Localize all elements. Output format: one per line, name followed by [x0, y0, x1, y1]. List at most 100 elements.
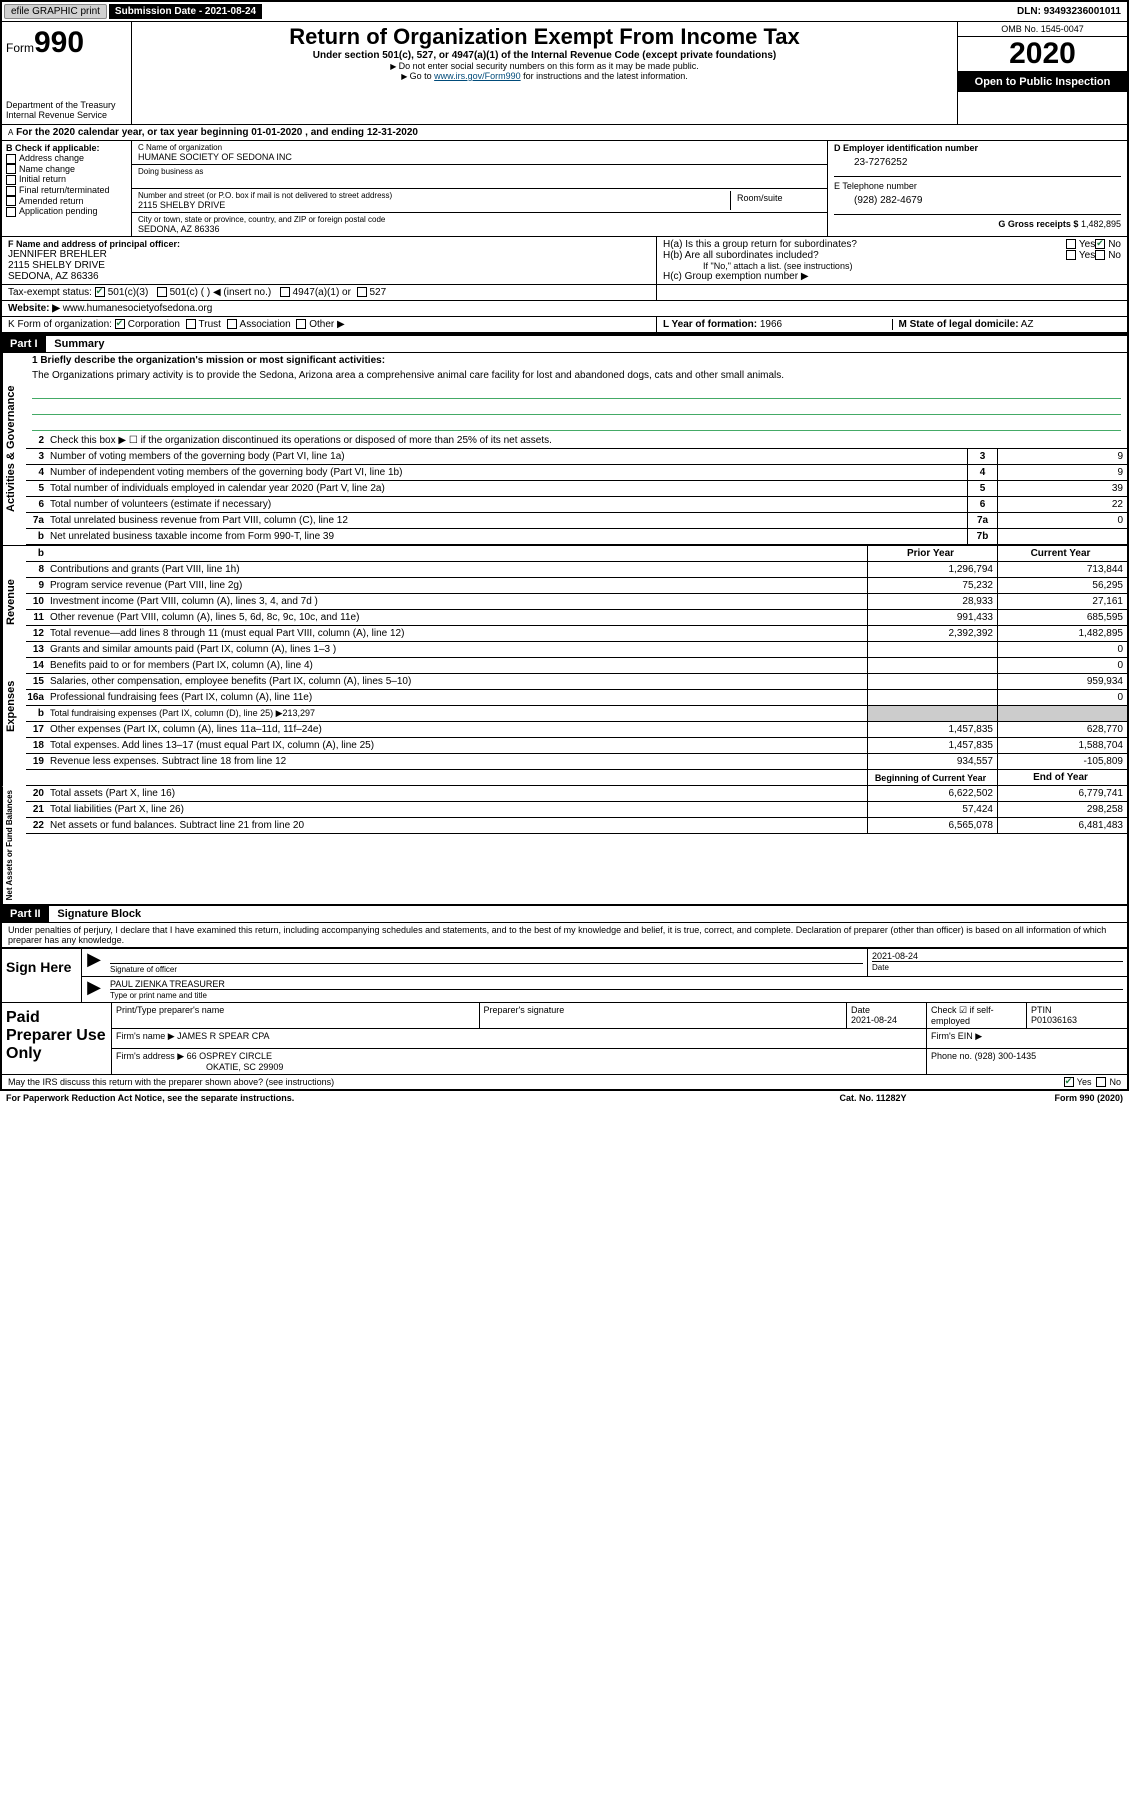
- top-bar: efile GRAPHIC print Submission Date - 20…: [2, 2, 1127, 22]
- data-row: 10Investment income (Part VIII, column (…: [26, 594, 1127, 610]
- part1-header: Part I Summary: [2, 334, 1127, 353]
- cb-4947[interactable]: [280, 287, 290, 297]
- col-header-row: b Prior Year Current Year: [2, 545, 1127, 562]
- box-deg: D Employer identification number 23-7276…: [827, 141, 1127, 236]
- irs-link[interactable]: www.irs.gov/Form990: [434, 71, 521, 81]
- dln-label: DLN: 93493236001011: [1011, 4, 1127, 19]
- firm-phone: (928) 300-1435: [975, 1051, 1037, 1061]
- row-i: Tax-exempt status: 501(c)(3) 501(c) ( ) …: [2, 285, 1127, 301]
- room-label: Room/suite: [731, 191, 821, 210]
- form-word: Form: [6, 41, 34, 55]
- discuss-yes[interactable]: [1064, 1077, 1074, 1087]
- box-h: H(a) Is this a group return for subordin…: [657, 237, 1127, 284]
- form-note2: Go to www.irs.gov/Form990 for instructio…: [138, 71, 951, 81]
- form-title: Return of Organization Exempt From Incom…: [138, 24, 951, 50]
- line-a: A For the 2020 calendar year, or tax yea…: [2, 125, 1127, 141]
- box-k: K Form of organization: Corporation Trus…: [2, 317, 657, 332]
- data-row: 19Revenue less expenses. Subtract line 1…: [26, 754, 1127, 770]
- hb-note: If "No," attach a list. (see instruction…: [663, 261, 1121, 271]
- footer-left: For Paperwork Reduction Act Notice, see …: [6, 1093, 773, 1103]
- hb-label: H(b) Are all subordinates included?: [663, 250, 1066, 261]
- ag-row: 6Total number of volunteers (estimate if…: [26, 497, 1127, 513]
- data-row: 15Salaries, other compensation, employee…: [26, 674, 1127, 690]
- form-number: Form990: [6, 26, 127, 60]
- data-row: 14Benefits paid to or for members (Part …: [26, 658, 1127, 674]
- hb-yes[interactable]: [1066, 250, 1076, 260]
- footer-right: Form 990 (2020): [973, 1093, 1123, 1103]
- cb-name-change[interactable]: Name change: [6, 164, 127, 175]
- street-address: 2115 SHELBY DRIVE: [138, 200, 730, 210]
- footer-mid: Cat. No. 11282Y: [773, 1093, 973, 1103]
- city-value: SEDONA, AZ 86336: [138, 224, 821, 234]
- sig-officer-label: Signature of officer: [110, 963, 863, 974]
- firm-name: JAMES R SPEAR CPA: [177, 1031, 269, 1041]
- ha-no[interactable]: [1095, 239, 1105, 249]
- cb-amended-return[interactable]: Amended return: [6, 196, 127, 207]
- ag-row: bNet unrelated business taxable income f…: [26, 529, 1127, 545]
- org-name: HUMANE SOCIETY OF SEDONA INC: [138, 152, 821, 162]
- efile-print-link[interactable]: efile GRAPHIC print: [4, 4, 107, 19]
- box-m: M State of legal domicile: AZ: [893, 319, 1122, 330]
- ein-value: 23-7276252: [834, 153, 1121, 176]
- data-row: 16aProfessional fundraising fees (Part I…: [26, 690, 1127, 706]
- data-row: 11Other revenue (Part VIII, column (A), …: [26, 610, 1127, 626]
- ag-row: 3Number of voting members of the governi…: [26, 449, 1127, 465]
- data-row: 12Total revenue—add lines 8 through 11 (…: [26, 626, 1127, 642]
- firm-addr-label: Firm's address ▶: [116, 1051, 184, 1061]
- col-end: End of Year: [997, 770, 1127, 785]
- side-revenue: Revenue: [2, 562, 26, 642]
- cb-trust[interactable]: [186, 319, 196, 329]
- prep-self-label: Check ☑ if self-employed: [927, 1003, 1027, 1028]
- cb-other[interactable]: [296, 319, 306, 329]
- dept-irs: Internal Revenue Service: [6, 110, 127, 120]
- row-klm: K Form of organization: Corporation Trus…: [2, 317, 1127, 334]
- sig-date: 2021-08-24: [872, 951, 1123, 961]
- side-expenses: Expenses: [2, 642, 26, 770]
- cb-application-pending[interactable]: Application pending: [6, 206, 127, 217]
- firm-label: Firm's name ▶: [116, 1031, 175, 1041]
- cb-initial-return[interactable]: Initial return: [6, 174, 127, 185]
- uline2: [32, 401, 1121, 415]
- expenses-section: Expenses 13Grants and similar amounts pa…: [2, 642, 1127, 770]
- ag-row: 2Check this box ▶ ☐ if the organization …: [26, 433, 1127, 449]
- hb-no[interactable]: [1095, 250, 1105, 260]
- form-subtitle: Under section 501(c), 527, or 4947(a)(1)…: [138, 50, 951, 61]
- ha-yes[interactable]: [1066, 239, 1076, 249]
- part2-header: Part II Signature Block: [2, 904, 1127, 923]
- data-row: 8Contributions and grants (Part VIII, li…: [26, 562, 1127, 578]
- cb-final-return[interactable]: Final return/terminated: [6, 185, 127, 196]
- submission-date: Submission Date - 2021-08-24: [109, 4, 262, 19]
- box-b-label: B Check if applicable:: [6, 143, 127, 153]
- dept-treasury: Department of the Treasury: [6, 100, 127, 110]
- prep-name-label: Print/Type preparer's name: [112, 1003, 480, 1028]
- omb-number: OMB No. 1545-0047: [958, 22, 1127, 37]
- dba-label: Doing business as: [138, 167, 821, 176]
- cb-corporation[interactable]: [115, 319, 125, 329]
- penalty-text: Under penalties of perjury, I declare th…: [2, 923, 1127, 947]
- box-f: F Name and address of principal officer:…: [2, 237, 657, 284]
- phone-value: (928) 282-4679: [834, 191, 1121, 214]
- box-l: L Year of formation: 1966: [663, 319, 893, 330]
- cb-501c3[interactable]: [95, 287, 105, 297]
- officer-name: JENNIFER BREHLER: [8, 249, 650, 260]
- data-row: 17Other expenses (Part IX, column (A), l…: [26, 722, 1127, 738]
- tax-year: 2020: [958, 37, 1127, 72]
- city-row: City or town, state or province, country…: [132, 213, 827, 236]
- header-left: Form990 Department of the Treasury Inter…: [2, 22, 132, 124]
- cb-527[interactable]: [357, 287, 367, 297]
- data-row: 9Program service revenue (Part VIII, lin…: [26, 578, 1127, 594]
- cb-address-change[interactable]: Address change: [6, 153, 127, 164]
- form-header: Form990 Department of the Treasury Inter…: [2, 22, 1127, 125]
- prep-date: 2021-08-24: [851, 1015, 897, 1025]
- sig-date-label: Date: [872, 961, 1123, 972]
- header-right: OMB No. 1545-0047 2020 Open to Public In…: [957, 22, 1127, 124]
- cb-501c[interactable]: [157, 287, 167, 297]
- org-name-label: C Name of organization: [138, 143, 821, 152]
- cb-association[interactable]: [227, 319, 237, 329]
- box-b: B Check if applicable: Address change Na…: [2, 141, 132, 236]
- form-note1: Do not enter social security numbers on …: [138, 61, 951, 71]
- firm-addr1: 66 OSPREY CIRCLE: [187, 1051, 272, 1061]
- block-bcd: B Check if applicable: Address change Na…: [2, 141, 1127, 237]
- dba-row: Doing business as: [132, 165, 827, 189]
- discuss-no[interactable]: [1096, 1077, 1106, 1087]
